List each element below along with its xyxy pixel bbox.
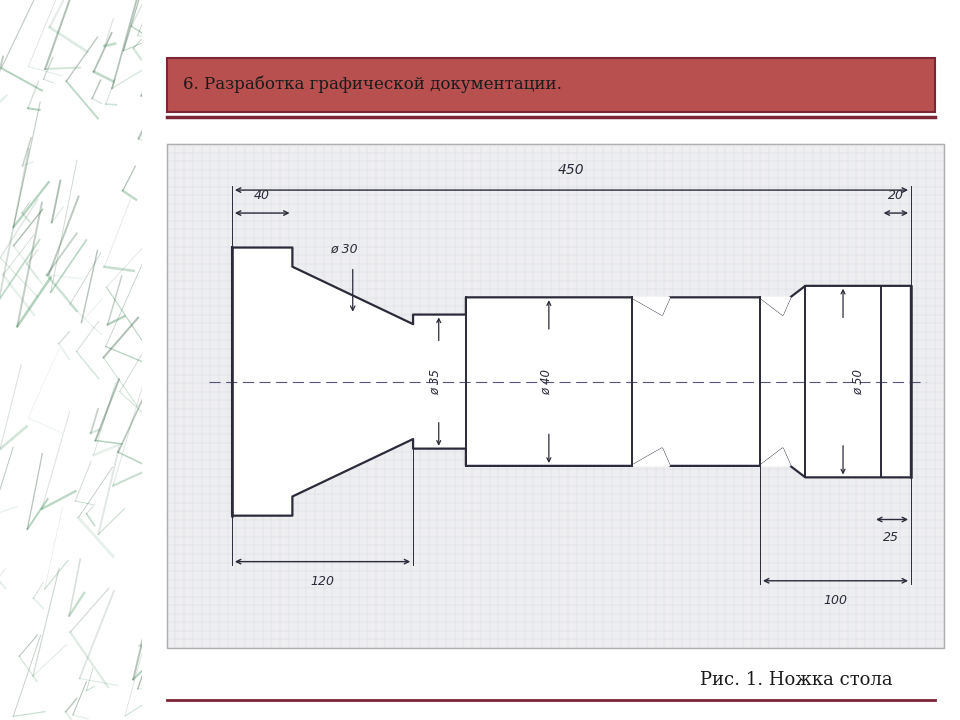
Text: Рис. 1. Ножка стола: Рис. 1. Ножка стола (700, 671, 893, 690)
FancyBboxPatch shape (167, 144, 944, 648)
Text: 450: 450 (558, 163, 585, 177)
Text: 25: 25 (883, 531, 900, 544)
Text: 100: 100 (824, 594, 848, 607)
Text: ø 30: ø 30 (330, 242, 358, 255)
Text: 6. Разработка графической документации.: 6. Разработка графической документации. (183, 76, 562, 94)
Text: ø 35: ø 35 (429, 369, 443, 395)
Polygon shape (632, 449, 669, 466)
Text: 120: 120 (311, 575, 335, 588)
Polygon shape (632, 297, 669, 315)
Text: ø 50: ø 50 (852, 369, 865, 395)
Polygon shape (760, 449, 790, 466)
Polygon shape (760, 297, 790, 315)
FancyBboxPatch shape (167, 58, 935, 112)
Text: ø 40: ø 40 (540, 369, 552, 395)
Polygon shape (232, 248, 911, 516)
Text: 20: 20 (888, 189, 903, 202)
Text: 40: 40 (254, 189, 270, 202)
